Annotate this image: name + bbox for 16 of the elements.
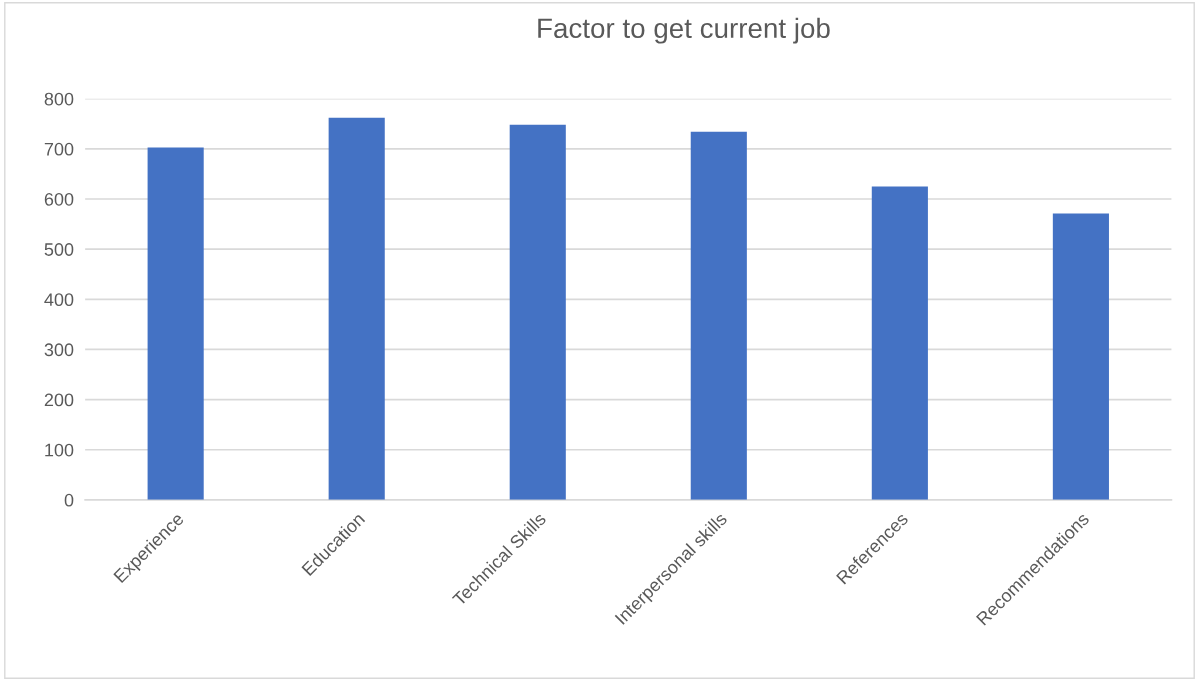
y-tick-label: 300	[44, 343, 74, 357]
bar	[328, 117, 385, 500]
bar	[871, 186, 928, 500]
y-tick-label: 200	[44, 393, 74, 407]
y-tick-label: 100	[45, 443, 74, 457]
bar	[1052, 213, 1109, 500]
chart-title: Factor to get current job	[538, 17, 830, 44]
y-tick-label: 500	[44, 243, 74, 256]
bar	[509, 124, 566, 500]
y-tick-label: 700	[44, 142, 74, 156]
y-tick-label: 400	[44, 293, 74, 307]
bar	[690, 131, 747, 500]
y-tick-label: 600	[44, 192, 74, 206]
y-tick-label: 0	[64, 493, 74, 507]
y-tick-label: 800	[44, 92, 74, 106]
bar	[147, 147, 204, 500]
